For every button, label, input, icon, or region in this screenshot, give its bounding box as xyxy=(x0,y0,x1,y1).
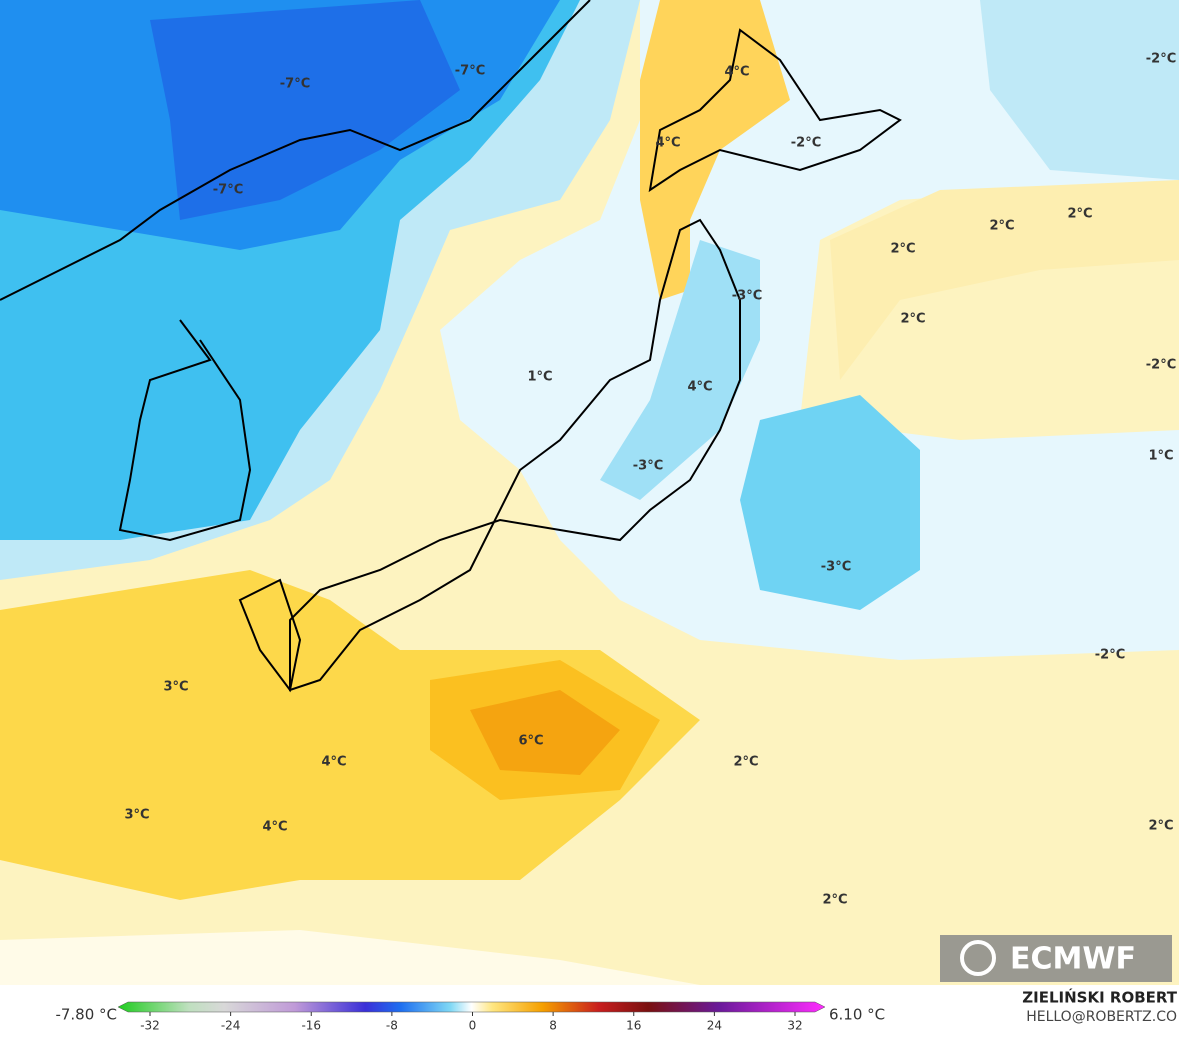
colorbar-tick-label: 32 xyxy=(787,1019,802,1033)
contour-label: 2°C xyxy=(1067,207,1092,222)
contour-label: -7°C xyxy=(280,77,310,92)
author: ZIELIŃSKI ROBERT xyxy=(1022,988,1177,1007)
colorbar xyxy=(117,1001,826,1013)
email: HELLO@ROBERTZ.CO xyxy=(1026,1009,1177,1025)
contour-label: 4°C xyxy=(321,755,346,770)
contour-label: 4°C xyxy=(724,65,749,80)
logo-box: ECMWF xyxy=(940,935,1172,982)
contour-label: -2°C xyxy=(1095,648,1125,663)
contour-label: 2°C xyxy=(1148,819,1173,834)
colorbar-tick-label: -32 xyxy=(140,1019,160,1033)
coastline xyxy=(0,0,902,693)
contour-label: 2°C xyxy=(733,755,758,770)
colorbar-tick-label: 24 xyxy=(707,1019,722,1033)
contour-label: 4°C xyxy=(262,820,287,835)
contour-label: -3°C xyxy=(732,289,762,304)
contour-label: -2°C xyxy=(791,136,821,151)
contour-label: -3°C xyxy=(821,560,851,575)
contour-label: 4°C xyxy=(687,380,712,395)
contour-label: -2°C xyxy=(1146,358,1176,373)
contour-label: 1°C xyxy=(527,370,552,385)
contour-label: 2°C xyxy=(890,242,915,257)
contour-label: 2°C xyxy=(822,893,847,908)
colorbar-min: -7.80 °C xyxy=(55,1006,117,1024)
contour-label: 3°C xyxy=(163,680,188,695)
colorbar-max: 6.10 °C xyxy=(829,1006,885,1024)
contour-label: 2°C xyxy=(900,312,925,327)
colorbar-tick-label: 8 xyxy=(549,1019,557,1033)
colorbar-tick-label: -16 xyxy=(301,1019,321,1033)
contour-label: 1°C xyxy=(1148,449,1173,464)
contour-label: -2°C xyxy=(1146,52,1176,67)
contour-label: -7°C xyxy=(213,183,243,198)
temperature-field xyxy=(0,0,1179,985)
colorbar-tick-label: -24 xyxy=(221,1019,241,1033)
contour-label: 3°C xyxy=(124,808,149,823)
logo-text: ECMWF xyxy=(1010,942,1136,977)
contour-label: -7°C xyxy=(455,64,485,79)
contour-label: 6°C xyxy=(518,734,543,749)
colorbar-tick-label: 16 xyxy=(626,1019,641,1033)
contour-label: 2°C xyxy=(989,219,1014,234)
colorbar-tick-label: -8 xyxy=(386,1019,398,1033)
colorbar-tick-label: 0 xyxy=(469,1019,477,1033)
contour-label: -3°C xyxy=(633,459,663,474)
contour-label: 4°C xyxy=(655,136,680,151)
